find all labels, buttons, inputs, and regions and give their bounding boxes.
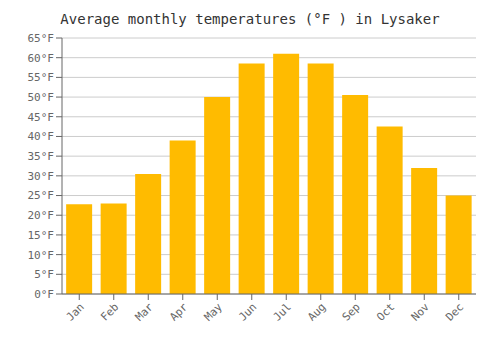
svg-text:Apr: Apr [167,300,191,324]
svg-text:55°F: 55°F [28,71,55,84]
svg-text:Sep: Sep [340,300,363,323]
svg-text:40°F: 40°F [28,130,55,143]
svg-text:Aug: Aug [305,300,328,323]
svg-text:60°F: 60°F [28,52,55,65]
svg-text:Jul: Jul [271,300,294,323]
svg-text:10°F: 10°F [28,249,55,262]
svg-text:20°F: 20°F [28,209,55,222]
svg-text:Nov: Nov [409,300,433,324]
svg-text:15°F: 15°F [28,229,55,242]
svg-text:Oct: Oct [374,300,397,323]
svg-text:65°F: 65°F [28,32,55,45]
svg-text:5°F: 5°F [34,268,54,281]
svg-text:50°F: 50°F [28,91,55,104]
svg-text:35°F: 35°F [28,150,55,163]
svg-text:Jan: Jan [64,300,87,323]
svg-text:25°F: 25°F [28,189,55,202]
svg-text:0°F: 0°F [34,288,54,301]
svg-text:45°F: 45°F [28,111,55,124]
svg-text:Jun: Jun [236,300,259,323]
svg-text:30°F: 30°F [28,170,55,183]
svg-text:Dec: Dec [443,300,466,323]
svg-text:Mar: Mar [133,300,157,324]
html-text:Average monthly temperatures (: Average monthly temperatures (°F ) in Ly… [60,11,440,27]
svg-text:May: May [202,300,226,324]
svg-text:Feb: Feb [98,300,121,323]
